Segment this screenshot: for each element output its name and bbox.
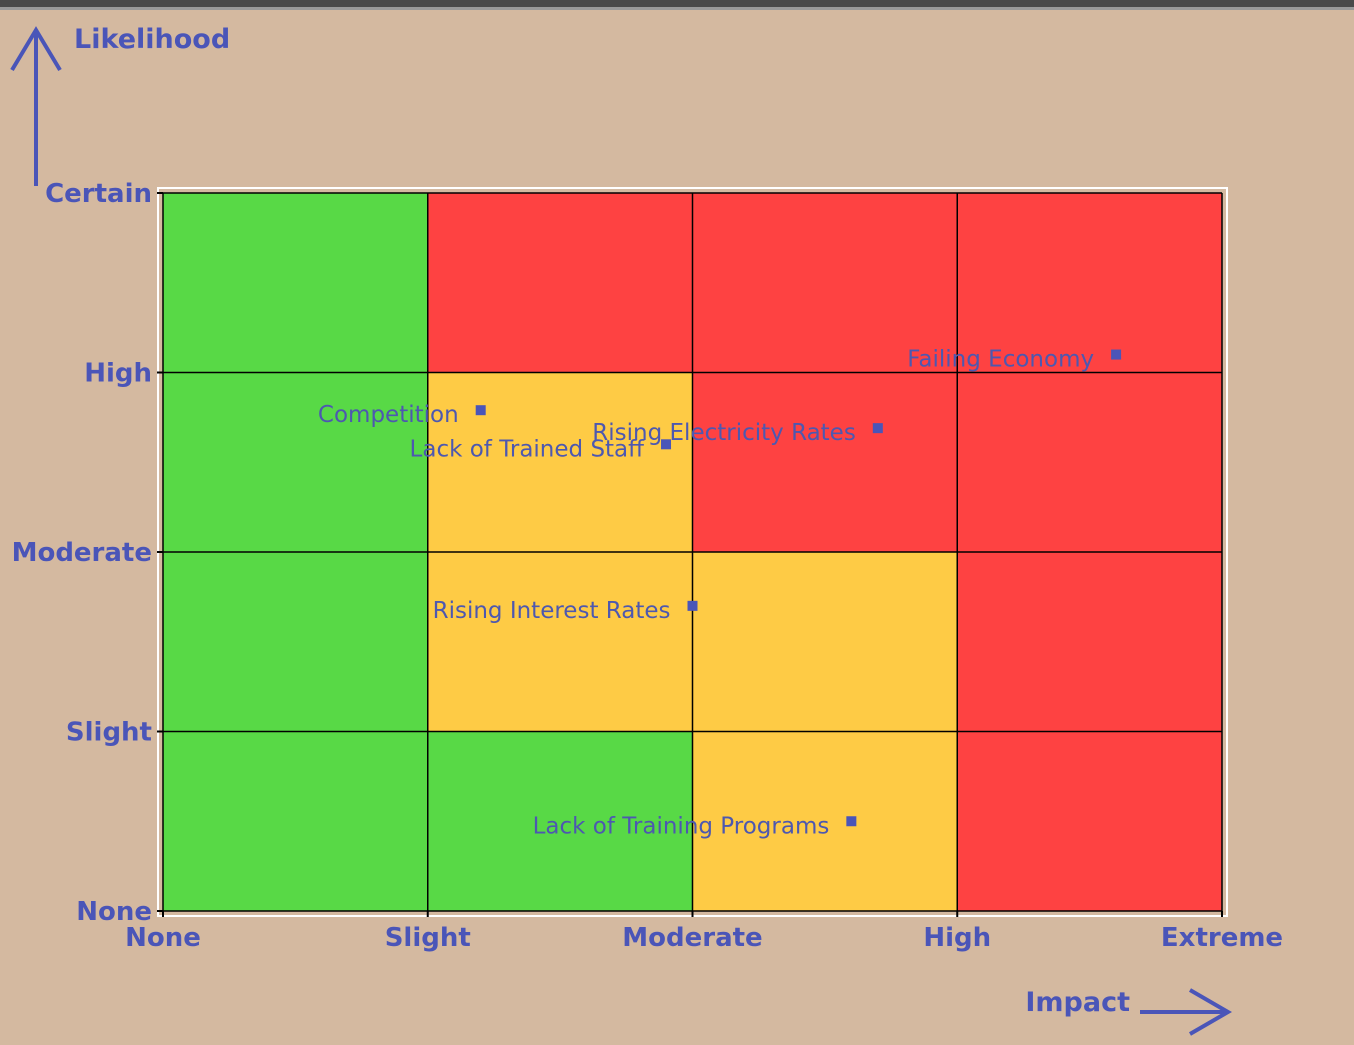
- risk-marker: [661, 439, 672, 450]
- plot-area: Failing Economy Competition Rising Electri…: [157, 187, 1228, 917]
- risk-cell: [163, 552, 428, 732]
- y-tick-label: Slight: [66, 718, 152, 748]
- x-tick-label: High: [923, 923, 991, 953]
- risk-cell: [957, 193, 1222, 373]
- risk-cell: [692, 193, 958, 373]
- risk-cell: [692, 372, 958, 552]
- x-tick-label: Extreme: [1161, 923, 1283, 953]
- risk-label: Lack of Trained Staff: [410, 436, 646, 462]
- y-tick-label: None: [76, 897, 152, 927]
- risk-marker: [475, 405, 486, 416]
- risk-cell: [692, 552, 958, 732]
- x-tick-label: Slight: [385, 923, 471, 953]
- risk-marker: [846, 816, 857, 827]
- risk-cell: [163, 731, 428, 911]
- risk-cell: [957, 372, 1222, 552]
- risk-marker: [1111, 349, 1122, 360]
- risk-cell: [427, 372, 693, 552]
- risk-label: Rising Electricity Rates: [592, 420, 856, 446]
- y-tick-label: High: [84, 359, 152, 389]
- risk-label: Rising Interest Rates: [433, 598, 671, 624]
- risk-marker: [872, 423, 883, 434]
- risk-label: Failing Economy: [907, 347, 1094, 373]
- x-axis-title: Impact: [1025, 987, 1130, 1018]
- y-tick-label: Moderate: [12, 538, 152, 568]
- x-tick-label: None: [125, 923, 201, 953]
- risk-cell: [163, 372, 428, 552]
- y-axis-arrowhead: [10, 26, 62, 72]
- risk-marker: [687, 600, 698, 611]
- risk-label: Lack of Training Programs: [533, 813, 830, 839]
- risk-label: Competition: [318, 402, 459, 428]
- risk-cell: [427, 552, 693, 732]
- y-tick-label: Certain: [45, 179, 152, 209]
- window-top-edge: [0, 7, 1354, 10]
- y-axis-title: Likelihood: [74, 24, 230, 55]
- risk-cell: [427, 731, 693, 911]
- window-top-bar: [0, 0, 1354, 7]
- x-tick-label: Moderate: [622, 923, 762, 953]
- risk-cell: [957, 731, 1222, 911]
- risk-cell: [427, 193, 693, 373]
- risk-cell: [163, 193, 428, 373]
- risk-cell: [692, 731, 958, 911]
- risk-cell: [957, 552, 1222, 732]
- x-axis-arrowhead: [1188, 988, 1232, 1036]
